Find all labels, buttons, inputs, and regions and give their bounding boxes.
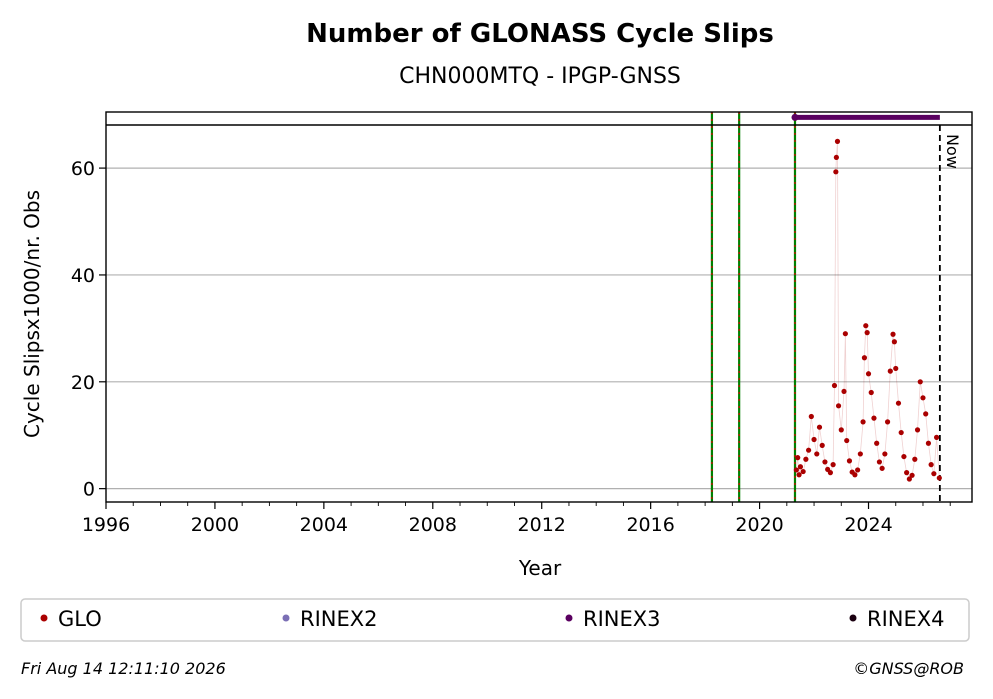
legend-marker [849,614,857,622]
legend-label: RINEX4 [867,607,945,631]
data-point [833,169,839,175]
footer-timestamp: Fri Aug 14 12:11:10 2026 [21,659,226,678]
data-point [863,323,869,329]
chart-subtitle: CHN000MTQ - IPGP-GNSS [399,64,681,89]
data-point [874,440,880,446]
data-point [793,467,799,473]
data-point [833,154,839,161]
x-tick-label: 2020 [735,514,783,536]
y-tick-label: 40 [71,265,95,287]
x-axis: 1996 2000 2004 2008 2012 2016 2020 2024 [82,502,951,536]
x-tick-label: 2004 [300,514,348,536]
data-point [901,453,907,460]
data-point [855,467,861,473]
x-tick-label: 2000 [191,514,239,536]
chart-title: Number of GLONASS Cycle Slips [306,19,774,49]
data-point [909,472,915,478]
data-point [827,470,833,476]
x-tick-label: 2008 [409,514,457,536]
data-point [822,459,828,465]
data-point [931,471,937,477]
data-point [819,442,825,448]
data-point [841,388,847,395]
data-point [882,451,888,457]
legend-marker [282,614,290,622]
data-point [871,415,877,421]
data-point [928,462,934,468]
data-point [884,419,891,425]
legend: GLO RINEX2 RINEX3 RINEX4 [40,607,945,631]
data-point [796,472,802,478]
now-label: Now [943,134,962,169]
data-point [923,411,929,417]
data-point [830,462,836,468]
data-point [925,440,932,446]
data-point [846,458,853,464]
grid-layer [106,167,972,490]
legend-box [20,598,970,642]
data-point [891,339,897,345]
data-point [936,475,942,481]
y-axis: 0 20 40 60 [71,158,106,501]
data-point [865,371,872,377]
data-point [808,413,814,420]
data-point [800,468,806,475]
data-point [906,476,912,482]
legend-label: RINEX2 [300,607,378,631]
legend-marker [40,614,48,622]
data-point [797,464,804,470]
data-point [834,138,841,144]
y-axis-label: Cycle Slipsx1000/nr. Obs [20,190,44,438]
data-point [904,470,910,476]
data-point [917,379,923,385]
x-axis-label: Year [518,556,562,580]
data-point [803,456,809,462]
x-tick-label: 2016 [626,514,674,536]
data-point [806,447,812,453]
data-point [890,331,896,337]
data-point [914,427,921,433]
legend-label: GLO [58,607,102,631]
data-point [814,451,820,457]
data-point [811,436,817,443]
series-layer [791,113,942,482]
data-point [898,429,904,436]
data-point [852,472,858,478]
data-point [860,419,866,425]
data-point [868,389,874,396]
data-point [893,365,899,372]
data-point [933,434,940,440]
data-point [857,451,863,457]
x-tick-label: 2024 [844,514,892,536]
data-point [816,424,823,430]
marker-layer [710,112,941,502]
y-tick-label: 20 [71,372,95,394]
footer-credit: ©GNSS@ROB [853,659,964,678]
legend-label: RINEX3 [583,607,661,631]
series-point [791,113,799,121]
data-point [844,437,850,444]
data-point [876,459,883,465]
data-point [920,395,926,401]
data-point [831,382,838,389]
y-tick-label: 60 [71,158,95,180]
data-point [912,456,918,462]
data-point [879,465,885,471]
plot-frame [105,111,973,503]
data-point [861,355,868,361]
data-point [842,331,848,337]
legend-marker [565,614,573,622]
data-point [864,330,870,336]
y-tick-label: 0 [83,479,95,501]
data-point [895,400,902,406]
x-tick-label: 1996 [82,514,130,536]
data-point [795,455,801,461]
data-point [887,368,893,374]
data-point [835,403,842,409]
x-tick-label: 2012 [518,514,566,536]
data-point [838,427,844,433]
